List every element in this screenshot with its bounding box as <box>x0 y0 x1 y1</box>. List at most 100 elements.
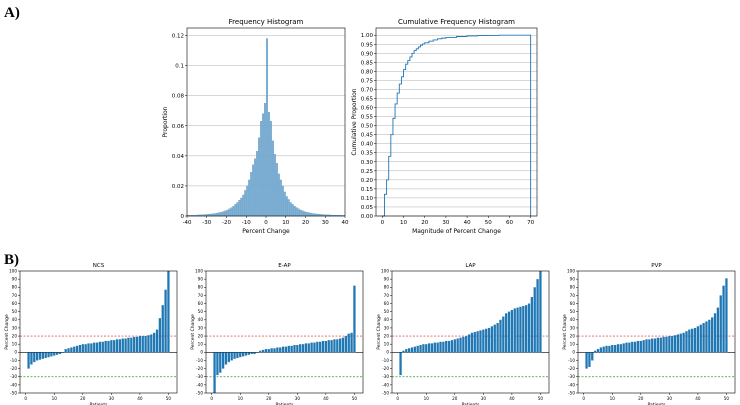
patient-bar <box>716 307 720 353</box>
histogram-bar <box>269 121 272 217</box>
y-tick-label: 100 <box>567 268 575 273</box>
patient-bar <box>476 331 479 353</box>
histogram-bar <box>218 212 221 217</box>
plot-frame <box>577 270 736 394</box>
patient-bar <box>336 339 339 353</box>
patient-bar <box>462 336 465 353</box>
patient-bar <box>221 352 225 369</box>
y-tick-label: -20 <box>568 366 575 371</box>
frequency-histogram: 0 0.02 0.04 0.06 0.08 0.1 0.12 -40 -30 -20 -10 0 10 2… <box>162 18 349 235</box>
y-tick-label: 50 <box>570 309 576 314</box>
x-tick-label: 60 <box>506 220 513 226</box>
y-tick-label: 40 <box>12 317 18 322</box>
y-tick-label: -10 <box>10 358 17 363</box>
patient-bar <box>124 338 127 353</box>
y-tick-label: -50 <box>196 390 203 395</box>
histogram-bar <box>228 208 231 217</box>
x-tick-label: 70 <box>527 220 534 226</box>
patient-bar <box>213 352 216 393</box>
patient-bar <box>419 345 422 353</box>
x-tick-label: 40 <box>137 396 143 401</box>
x-axis-label: Patients <box>647 402 666 405</box>
patient-bar <box>436 342 439 353</box>
y-tick-label: 0.90 <box>361 51 374 57</box>
patient-bar <box>281 346 285 353</box>
patient-bar <box>118 339 122 353</box>
histogram-bar <box>252 164 255 217</box>
patient-bar <box>55 352 59 355</box>
patient-bar <box>405 349 408 353</box>
patient-bar <box>433 342 436 353</box>
y-tick-label: 90 <box>12 277 18 282</box>
cumulative-step-line <box>382 34 532 217</box>
patient-bar <box>64 349 67 353</box>
histogram-bar <box>216 212 219 217</box>
patient-bar <box>58 352 62 354</box>
patient-bar <box>665 336 668 353</box>
patient-bar <box>270 348 273 353</box>
histogram-bar <box>240 197 243 217</box>
y-tick-label: -40 <box>196 382 203 387</box>
patient-bar <box>671 336 674 353</box>
x-tick-label: 0 <box>24 396 27 401</box>
histogram-bar <box>279 179 282 217</box>
patient-bar <box>470 332 474 353</box>
patient-bar <box>267 349 270 353</box>
patient-bar <box>47 352 50 358</box>
y-tick-label: -40 <box>382 382 389 387</box>
y-tick-label: 90 <box>384 277 390 282</box>
x-tick-label: 40 <box>342 220 349 226</box>
patient-bar <box>585 352 588 369</box>
patient-bar <box>301 344 305 353</box>
patient-bar <box>227 352 230 363</box>
patient-bar <box>287 345 290 353</box>
histogram-bar <box>293 205 296 217</box>
patient-bar <box>616 344 620 353</box>
histogram-bar <box>283 191 286 217</box>
y-tick-label: 0.40 <box>361 142 374 148</box>
y-tick-label: 10 <box>570 342 576 347</box>
patient-bar <box>442 341 445 353</box>
patient-bar <box>104 340 107 353</box>
patient-bar <box>439 341 442 353</box>
y-axis-label: Cumulative Proportion <box>351 88 358 155</box>
y-tick-label: 0.60 <box>361 106 374 112</box>
y-tick-label: 0.02 <box>172 184 184 190</box>
x-axis-label: Patients <box>89 402 108 405</box>
patient-bar <box>713 313 717 353</box>
histogram-bar <box>287 199 290 217</box>
y-tick-label: 0 <box>14 350 17 355</box>
histogram-bar <box>254 158 257 217</box>
patient-bar <box>261 349 265 353</box>
histogram-bar <box>246 185 249 217</box>
y-tick-label: 60 <box>198 301 204 306</box>
patient-bar <box>648 339 651 353</box>
x-axis-label: Patients <box>275 402 294 405</box>
patient-bar <box>465 336 468 353</box>
y-tick-label: -30 <box>382 374 389 379</box>
y-tick-label: 0 <box>181 214 185 220</box>
y-tick-label: -20 <box>10 366 17 371</box>
patient-bar <box>250 352 253 354</box>
y-tick-label: 20 <box>570 333 576 338</box>
histogram-bar <box>277 173 280 217</box>
y-tick-label: 30 <box>12 325 18 330</box>
patient-bar <box>699 324 702 353</box>
patient-bar <box>253 352 256 354</box>
histogram-bar <box>268 112 270 217</box>
patient-bar <box>679 333 682 353</box>
histogram-bar <box>315 213 318 217</box>
patient-bar <box>467 334 471 353</box>
histogram-bar <box>301 210 304 217</box>
patient-bar <box>482 329 485 353</box>
patient-bar <box>239 352 242 358</box>
patient-bar <box>662 336 665 353</box>
patient-bar <box>527 303 531 353</box>
x-tick-label: 20 <box>266 396 272 401</box>
histogram-bar <box>222 211 225 217</box>
x-axis-label: Patients <box>461 402 480 405</box>
y-tick-label: -50 <box>10 390 17 395</box>
patient-bar <box>313 342 316 353</box>
patient-bar <box>588 352 591 367</box>
y-tick-label: 80 <box>12 285 18 290</box>
